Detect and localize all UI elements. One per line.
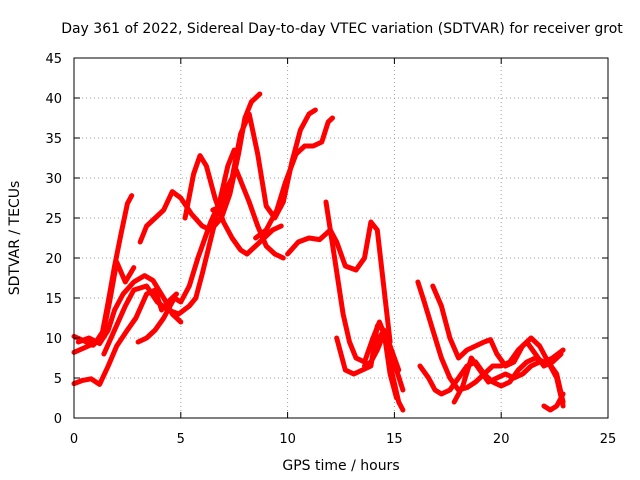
series-track-3: [71, 287, 179, 387]
series-line: [182, 153, 284, 257]
series-line: [210, 107, 318, 221]
series-line: [71, 259, 137, 355]
x-tick-label: 25: [600, 432, 617, 447]
y-tick-label: 10: [45, 332, 62, 347]
y-tick-label: 25: [45, 212, 62, 227]
x-tick-label: 10: [279, 432, 296, 447]
chart-title: Day 361 of 2022, Sidereal Day-to-day VTE…: [61, 21, 623, 37]
y-axis-ticks: 0 5 10 15 20 25 30 35 40 45: [45, 52, 608, 427]
series-track-20: [541, 391, 566, 413]
series-track-18: [430, 283, 566, 405]
series-track-10: [253, 115, 335, 241]
series-line: [374, 327, 399, 401]
series-track-11: [285, 219, 393, 345]
x-tick-label: 20: [493, 432, 510, 447]
series-track-8: [182, 153, 284, 257]
series-track-4: [75, 273, 184, 347]
series-line: [75, 273, 184, 347]
x-axis-label: GPS time / hours: [282, 458, 399, 474]
series-line: [430, 283, 566, 405]
plot-frame: [73, 57, 609, 419]
series-track-19: [451, 355, 566, 409]
series-line: [135, 167, 286, 345]
series-track-7: [137, 91, 263, 245]
series-track-5: [101, 147, 237, 357]
x-tick-label: 5: [177, 432, 185, 447]
y-tick-label: 0: [54, 412, 62, 427]
x-axis-ticks: 0 5 10 15 20 25: [70, 58, 616, 447]
y-tick-label: 20: [45, 252, 62, 267]
series-line: [101, 147, 237, 357]
series-track-15: [374, 327, 399, 401]
y-tick-label: 45: [45, 52, 62, 67]
y-tick-label: 30: [45, 172, 62, 187]
y-tick-label: 40: [45, 92, 62, 107]
x-tick-label: 0: [70, 432, 78, 447]
series-line: [451, 355, 566, 409]
y-tick-label: 5: [54, 372, 62, 387]
x-tick-label: 15: [386, 432, 403, 447]
series-line: [253, 115, 335, 241]
series-track-9: [210, 107, 318, 221]
series-line: [541, 391, 566, 413]
series-layer: [71, 91, 566, 413]
series-track-6: [135, 167, 286, 345]
y-axis-label: SDTVAR / TECUs: [7, 181, 23, 296]
series-line: [71, 287, 179, 387]
y-tick-label: 15: [45, 292, 62, 307]
y-tick-label: 35: [45, 132, 62, 147]
series-line: [285, 219, 393, 345]
series-line: [137, 91, 263, 245]
series-track-2: [71, 259, 137, 355]
